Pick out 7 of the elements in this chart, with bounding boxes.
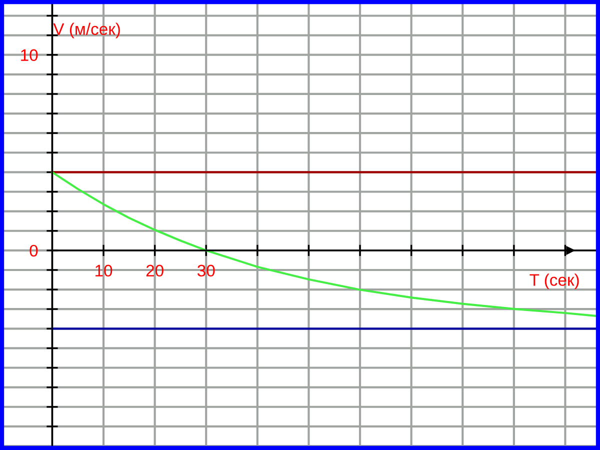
y-tick-label: 0	[30, 244, 38, 257]
y-axis-title: V (м/сек)	[53, 22, 120, 38]
x-tick-label: 30	[197, 264, 215, 277]
x-axis-title: T (сек)	[530, 274, 579, 290]
x-tick-label: 10	[96, 264, 112, 277]
line-series	[51, 171, 596, 317]
x-tick-label: 20	[146, 264, 164, 277]
